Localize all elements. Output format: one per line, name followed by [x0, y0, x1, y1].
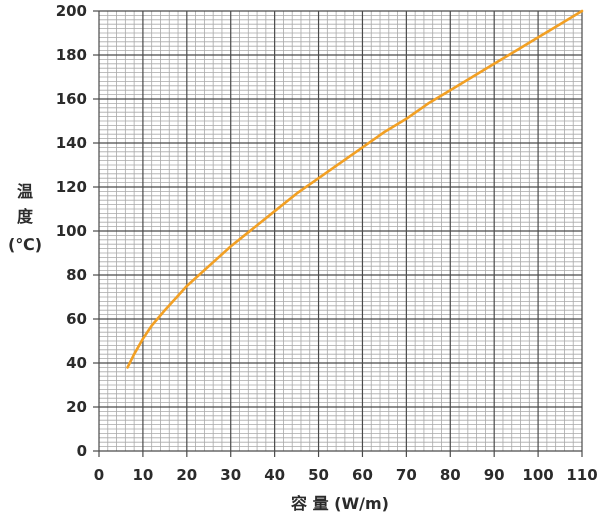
series-line: [126, 9, 584, 369]
y-tick-label: 200: [56, 2, 87, 20]
x-tick-labels: 0 10 20 30 40 50 60 70 80 90 100 110: [94, 466, 598, 484]
x-tick-label: 90: [484, 466, 505, 484]
x-tick-label: 40: [264, 466, 285, 484]
y-tick-label: 100: [56, 222, 87, 240]
y-axis-title: 温度 (℃): [8, 182, 42, 254]
y-tick-label: 80: [66, 266, 87, 284]
y-tick-label: 140: [56, 134, 87, 152]
y-tick-label: 40: [66, 354, 87, 372]
x-tick-label: 110: [566, 466, 597, 484]
x-tick-label: 80: [440, 466, 461, 484]
x-axis-title: 容 量 (W/m): [290, 494, 389, 513]
y-tick-label: 180: [56, 46, 87, 64]
major-grid: [93, 10, 583, 457]
x-tick-label: 0: [94, 466, 104, 484]
x-tick-label: 20: [176, 466, 197, 484]
y-tick-label: 0: [77, 442, 87, 460]
y-axis-title-line: 度: [17, 207, 34, 226]
y-tick-label: 120: [56, 178, 87, 196]
y-tick-label: 60: [66, 310, 87, 328]
series-layer: [126, 9, 584, 369]
x-tick-label: 30: [220, 466, 241, 484]
x-tick-label: 10: [132, 466, 153, 484]
x-tick-label: 50: [308, 466, 329, 484]
y-tick-label: 160: [56, 90, 87, 108]
y-axis-title-line: (℃): [8, 235, 42, 254]
x-tick-label: 100: [522, 466, 553, 484]
y-tick-label: 20: [66, 398, 87, 416]
x-tick-label: 70: [396, 466, 417, 484]
y-axis-title-line: 温: [16, 182, 33, 201]
x-tick-label: 60: [352, 466, 373, 484]
y-tick-labels: 0 20 40 60 80 100 120 140 160 180 200: [56, 2, 87, 460]
